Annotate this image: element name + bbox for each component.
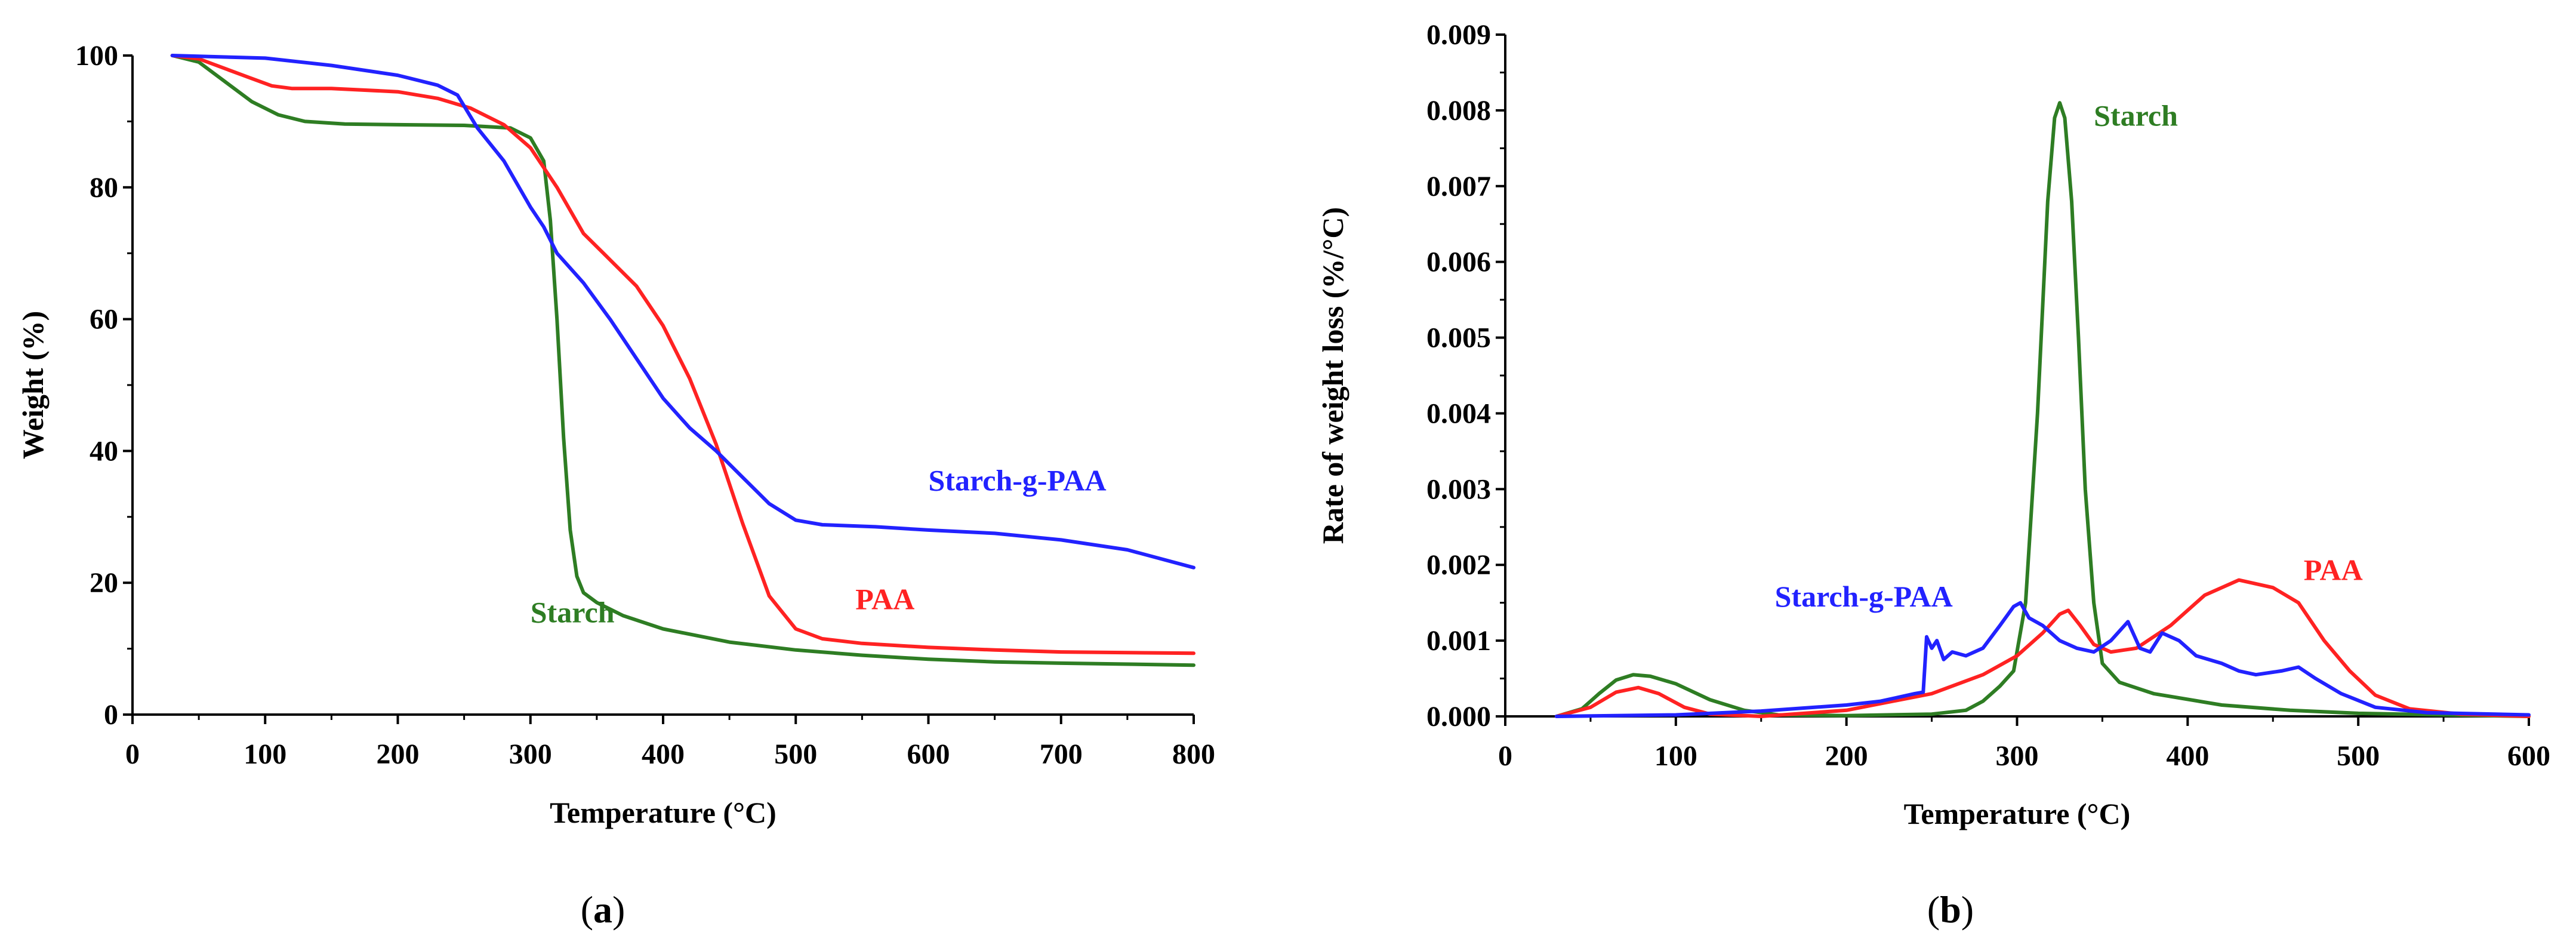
- y-tick-label: 0.009: [1426, 19, 1491, 51]
- y-tick-label: 0.007: [1426, 171, 1491, 202]
- y-tick-label: 0.003: [1426, 473, 1491, 505]
- y-tick-label: 60: [90, 304, 118, 336]
- y-tick-label: 0.000: [1426, 701, 1491, 732]
- series-label-starch: Starch: [2094, 99, 2178, 132]
- series-line-starch: [1554, 101, 2531, 718]
- panel-label-letter: b: [1940, 888, 1961, 931]
- series-label-starch_g_paa: Starch-g-PAA: [929, 464, 1107, 497]
- x-tick-label: 300: [509, 738, 552, 770]
- series-label-starch: Starch: [531, 595, 615, 629]
- x-tick-label: 500: [2337, 740, 2380, 772]
- x-tick-label: 500: [774, 738, 817, 770]
- y-axis-title: Weight (%): [16, 311, 50, 460]
- x-tick-label: 800: [1172, 738, 1215, 770]
- x-tick-label: 600: [2507, 740, 2550, 772]
- series-line-starch_g_paa: [170, 54, 1195, 570]
- series-label-starch_g_paa: Starch-g-PAA: [1775, 580, 1953, 613]
- x-tick-label: 0: [125, 738, 140, 770]
- panel-a-chart: 0 100 200 300 400 500 600 700 800 0 20 40 60 80 100 Tem…: [16, 40, 1215, 931]
- y-tick-label: 0.001: [1426, 625, 1491, 657]
- x-axis-title: Temperature (°C): [1904, 797, 2131, 830]
- series-line-starch_g_paa: [1554, 601, 2531, 718]
- series-line-paa: [1554, 578, 2531, 718]
- y-tick-label: 0.002: [1426, 549, 1491, 581]
- x-tick-label: 200: [377, 738, 420, 770]
- series-label-paa: PAA: [855, 582, 914, 615]
- y-axis-title: Rate of weight loss (%/°C): [1316, 207, 1349, 544]
- y-tick-label: 0.005: [1426, 322, 1491, 354]
- x-tick-label: 100: [1654, 740, 1697, 772]
- x-tick-label: 600: [907, 738, 950, 770]
- y-tick-label: 100: [75, 40, 118, 72]
- x-tick-label: 100: [244, 738, 286, 770]
- series-label-paa: PAA: [2304, 553, 2363, 587]
- y-tick-label: 0: [104, 699, 118, 731]
- series-line-starch: [170, 54, 1195, 667]
- x-axis-title: Temperature (°C): [550, 796, 777, 829]
- panel-label-letter: a: [593, 888, 612, 931]
- x-tick-label: 400: [642, 738, 685, 770]
- x-tick-label: 400: [2166, 740, 2209, 772]
- y-tick-label: 40: [90, 435, 118, 467]
- y-tick-label: 0.008: [1426, 95, 1491, 127]
- panel-label: (b): [1927, 888, 1974, 931]
- x-tick-label: 0: [1498, 740, 1512, 772]
- series-line-paa: [170, 54, 1195, 655]
- y-tick-label: 0.006: [1426, 247, 1491, 278]
- x-tick-label: 700: [1040, 738, 1083, 770]
- x-tick-label: 200: [1825, 740, 1868, 772]
- panel-label: (a): [581, 888, 625, 931]
- y-tick-label: 20: [90, 567, 118, 599]
- panel-b-chart: 0 100 200 300 400 500 600 0.000 0.001 0.002 0.003 0…: [1316, 19, 2550, 931]
- y-tick-label: 80: [90, 172, 118, 204]
- y-tick-label: 0.004: [1426, 398, 1491, 429]
- x-tick-label: 300: [1996, 740, 2039, 772]
